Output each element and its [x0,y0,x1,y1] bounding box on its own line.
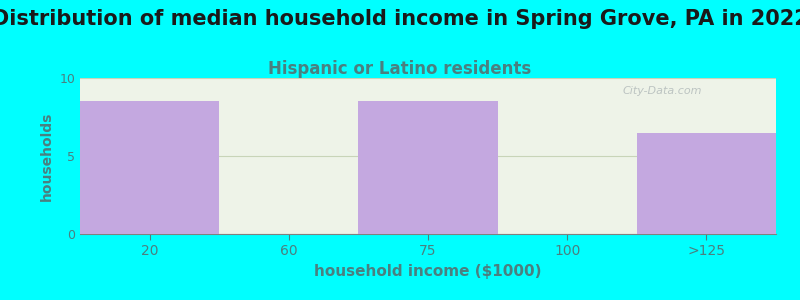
Bar [358,101,498,234]
Text: Distribution of median household income in Spring Grove, PA in 2022: Distribution of median household income … [0,9,800,29]
Bar [80,101,219,234]
Y-axis label: households: households [40,111,54,201]
Text: City-Data.com: City-Data.com [623,86,702,96]
Text: Hispanic or Latino residents: Hispanic or Latino residents [268,60,532,78]
Bar [637,133,776,234]
X-axis label: household income ($1000): household income ($1000) [314,264,542,279]
